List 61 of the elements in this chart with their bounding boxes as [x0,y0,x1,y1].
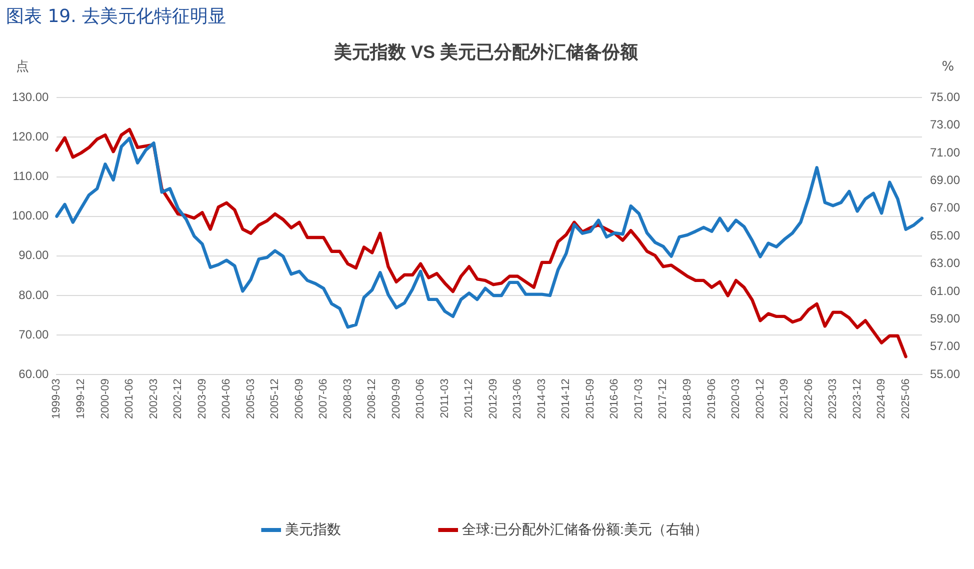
y-tick-label: 60.00 [18,366,50,381]
y-tick-label: 90.00 [18,248,50,262]
x-tick-label: 2023-12 [851,378,864,420]
y2-tick-label: 71.00 [930,145,960,160]
x-tick-label: 2016-06 [608,378,621,420]
x-tick-label: 2012-09 [487,378,500,420]
x-tick-label: 2024-09 [876,378,888,420]
x-tick-label: 2005-12 [269,378,282,420]
y2-tick-label: 73.00 [930,118,960,132]
y-tick-label: 130.00 [12,90,50,104]
x-tick-label: 2017-03 [632,378,645,420]
x-tick-label: 2011-03 [438,378,451,418]
x-tick-label: 2009-09 [390,378,402,420]
y2-tick-label: 57.00 [930,339,960,354]
chart-title: 美元指数 VS 美元已分配外汇储备份额 [332,42,640,62]
x-tick-label: 2018-09 [681,378,694,420]
x-tick-label: 2020-03 [730,378,742,420]
x-tick-label: 2002-12 [172,378,184,420]
x-tick-label: 2007-06 [318,378,330,420]
y-tick-label: 100.00 [12,208,50,223]
x-tick-label: 2010-06 [414,378,427,420]
x-tick-label: 2020-12 [754,378,766,420]
y2-tick-label: 67.00 [930,200,960,215]
y-tick-label: 110.00 [12,169,50,184]
x-tick-label: 2023-03 [827,378,840,420]
x-tick-label: 1999-12 [74,378,87,420]
x-tick-label: 2001-06 [124,378,136,420]
x-tick-label: 2000-09 [99,378,112,420]
x-tick-label: 2022-06 [802,378,815,420]
x-tick-label: 2021-09 [778,378,791,420]
x-tick-label: 2003-09 [196,378,208,420]
x-tick-label: 2011-12 [463,378,476,418]
y2-axis-title: % [942,59,954,74]
y2-tick-label: 61.00 [930,284,960,298]
legend-label: 全球:已分配外汇储备份额:美元（右轴） [462,520,708,537]
y2-tick-label: 69.00 [930,173,960,188]
x-tick-label: 2006-09 [293,378,306,420]
y2-tick-label: 63.00 [930,256,960,270]
text: 图表 19. 去美元化特征明显 [6,5,226,28]
x-tick-label: 2013-06 [512,378,524,420]
x-tick-label: 1999-03 [50,378,63,420]
x-tick-label: 2002-03 [148,378,160,420]
x-tick-label: 2019-06 [706,378,718,420]
y2-tick-label: 65.00 [930,228,960,242]
x-tick-label: 2015-09 [584,378,596,420]
x-tick-label: 2025-06 [900,378,912,420]
y2-tick-label: 59.00 [930,312,960,326]
x-tick-label: 2008-12 [366,378,378,420]
y-tick-label: 70.00 [18,327,50,342]
legend-label: 美元指数 [285,520,342,537]
y-tick-label: 80.00 [18,288,50,302]
x-tick-label: 2017-12 [657,378,670,420]
x-tick-label: 2014-03 [536,378,548,420]
y2-tick-label: 75.00 [930,90,960,104]
x-tick-label: 2005-03 [244,378,257,420]
y-axis-title: 点 [16,59,29,74]
y-tick-label: 120.00 [12,129,50,144]
y2-tick-label: 55.00 [930,366,960,381]
x-tick-label: 2008-03 [342,378,354,420]
x-tick-label: 2004-06 [220,378,233,420]
x-tick-label: 2014-12 [560,378,572,420]
